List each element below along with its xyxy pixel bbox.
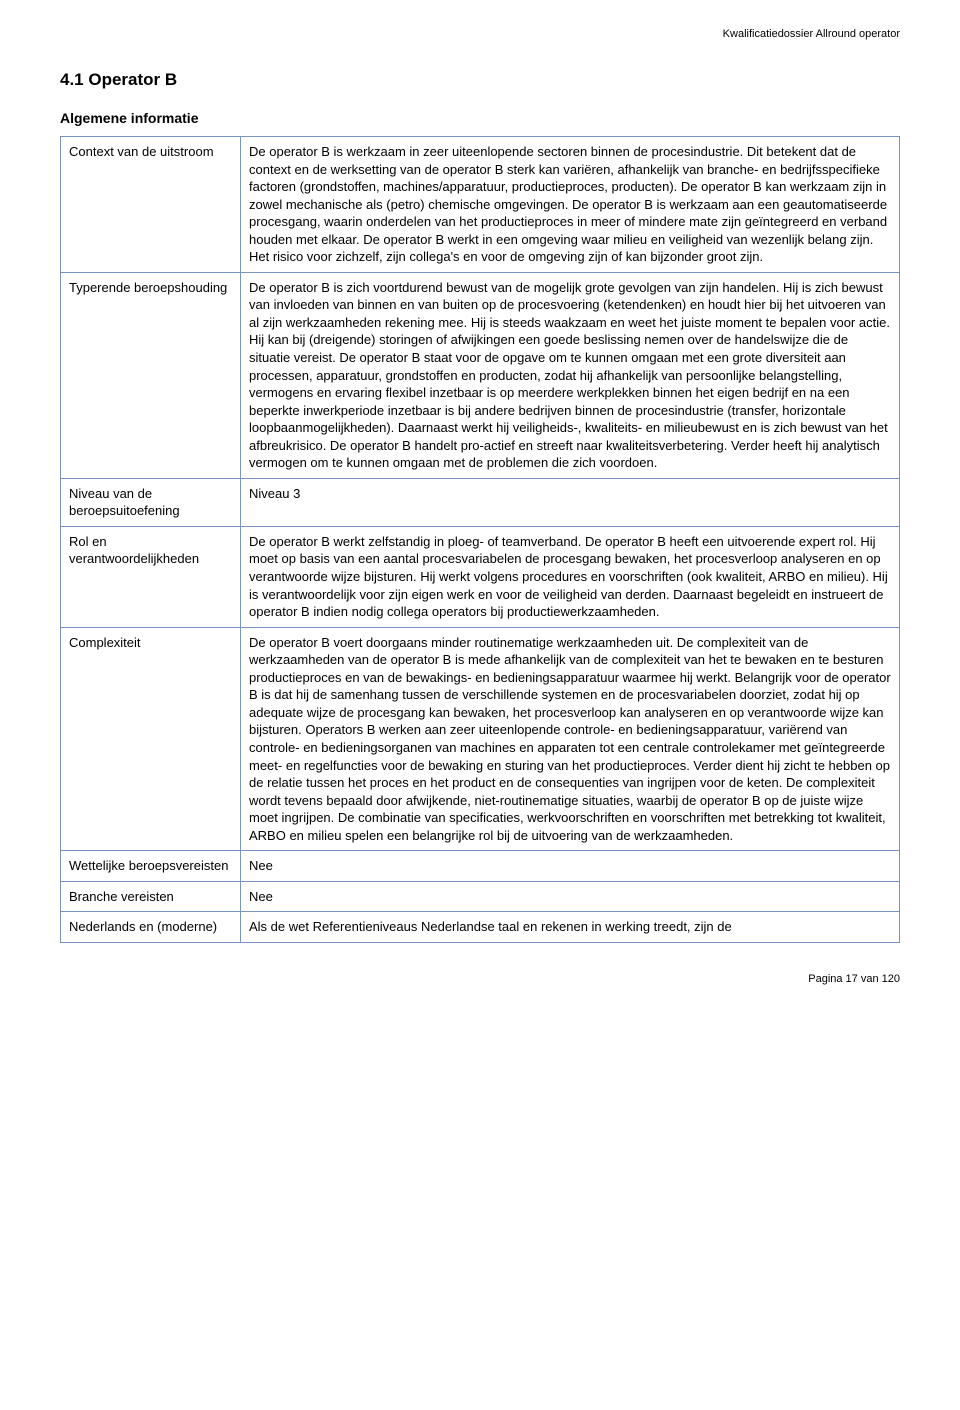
row-value: De operator B voert doorgaans minder rou… [241, 627, 900, 851]
document-page: Kwalificatiedossier Allround operator 4.… [0, 0, 960, 1005]
table-row: Wettelijke beroepsvereisten Nee [61, 851, 900, 882]
table-row: Nederlands en (moderne) Als de wet Refer… [61, 912, 900, 943]
table-row: Context van de uitstroom De operator B i… [61, 137, 900, 273]
row-label: Rol en verantwoordelijkheden [61, 526, 241, 627]
page-number-text: Pagina 17 van 120 [808, 973, 900, 985]
section-title: 4.1 Operator B [60, 70, 900, 90]
row-value: De operator B werkt zelfstandig in ploeg… [241, 526, 900, 627]
table-row: Niveau van de beroepsuitoefening Niveau … [61, 478, 900, 526]
row-label: Branche vereisten [61, 881, 241, 912]
row-label: Wettelijke beroepsvereisten [61, 851, 241, 882]
row-value: De operator B is werkzaam in zeer uiteen… [241, 137, 900, 273]
document-title-text: Kwalificatiedossier Allround operator [723, 28, 900, 40]
table-row: Complexiteit De operator B voert doorgaa… [61, 627, 900, 851]
row-value: Nee [241, 881, 900, 912]
row-label: Context van de uitstroom [61, 137, 241, 273]
page-footer: Pagina 17 van 120 [60, 973, 900, 985]
row-value: Niveau 3 [241, 478, 900, 526]
table-row: Rol en verantwoordelijkheden De operator… [61, 526, 900, 627]
document-header: Kwalificatiedossier Allround operator [60, 28, 900, 40]
row-value: De operator B is zich voortdurend bewust… [241, 272, 900, 478]
table-row: Typerende beroepshouding De operator B i… [61, 272, 900, 478]
table-row: Branche vereisten Nee [61, 881, 900, 912]
row-value: Als de wet Referentieniveaus Nederlandse… [241, 912, 900, 943]
row-label: Typerende beroepshouding [61, 272, 241, 478]
info-table: Context van de uitstroom De operator B i… [60, 136, 900, 943]
row-label: Complexiteit [61, 627, 241, 851]
row-value: Nee [241, 851, 900, 882]
row-label: Niveau van de beroepsuitoefening [61, 478, 241, 526]
section-subtitle: Algemene informatie [60, 110, 900, 126]
row-label: Nederlands en (moderne) [61, 912, 241, 943]
